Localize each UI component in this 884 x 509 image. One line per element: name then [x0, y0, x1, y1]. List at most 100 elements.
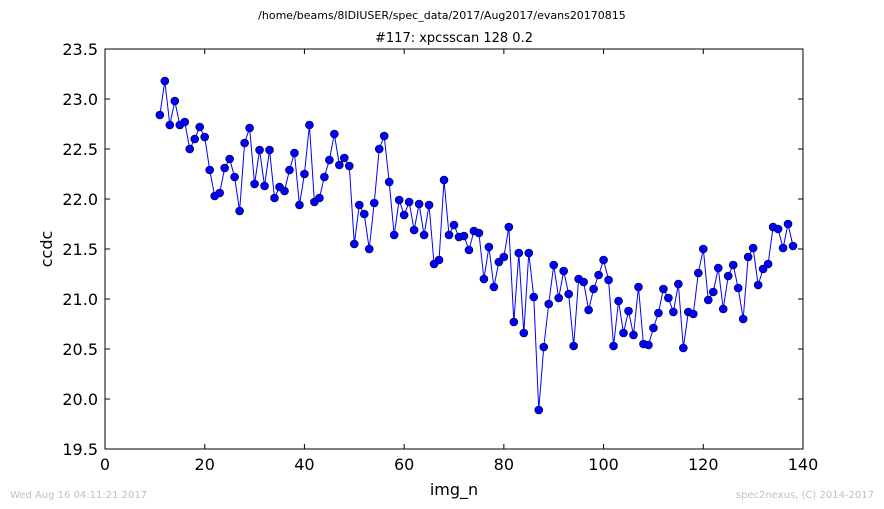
- data-point: [564, 289, 573, 299]
- data-point: [245, 123, 254, 133]
- data-point: [215, 188, 224, 198]
- data-point: [604, 275, 613, 285]
- x-tick-label: 20: [195, 455, 215, 474]
- data-point: [733, 283, 743, 293]
- data-point: [489, 282, 499, 292]
- data-point: [579, 277, 588, 287]
- y-tick-label: 19.5: [62, 440, 98, 459]
- data-point: [190, 134, 200, 144]
- data-point: [753, 280, 763, 290]
- data-point: [394, 195, 404, 205]
- data-point: [404, 197, 414, 207]
- series-line: [159, 80, 794, 411]
- data-point: [464, 245, 474, 255]
- data-point: [649, 323, 658, 333]
- data-point: [305, 120, 314, 130]
- y-tick-label: 23.0: [62, 90, 98, 109]
- data-point: [629, 330, 638, 340]
- data-series: [155, 76, 798, 415]
- data-point: [449, 220, 459, 230]
- data-point: [748, 243, 758, 253]
- data-point: [459, 231, 469, 241]
- x-tick-label: 0: [100, 455, 110, 474]
- data-point: [444, 230, 454, 240]
- chart-title: #117: xpcsscan 128 0.2: [375, 31, 533, 46]
- data-point: [718, 304, 728, 314]
- data-point: [474, 228, 484, 238]
- data-point: [374, 144, 384, 154]
- data-point: [644, 340, 653, 350]
- data-point: [659, 284, 668, 294]
- data-point: [414, 199, 424, 209]
- data-point: [788, 241, 798, 251]
- data-point: [335, 160, 344, 170]
- data-point: [434, 255, 444, 265]
- data-point: [524, 248, 534, 258]
- x-axis-label: img_n: [430, 480, 478, 500]
- data-point: [594, 270, 603, 280]
- data-point: [723, 271, 733, 281]
- data-point: [165, 120, 175, 130]
- data-point: [424, 200, 434, 210]
- x-tick-label: 120: [688, 455, 719, 474]
- x-tick-label: 80: [494, 455, 514, 474]
- data-point: [369, 198, 379, 208]
- data-point: [290, 148, 299, 158]
- data-point: [185, 144, 195, 154]
- data-point: [763, 259, 773, 269]
- y-tick-label: 20.0: [62, 390, 98, 409]
- data-point: [669, 307, 678, 317]
- data-point: [255, 145, 264, 155]
- data-point: [773, 224, 783, 234]
- data-point: [693, 268, 703, 278]
- data-point: [419, 230, 429, 240]
- data-point: [783, 219, 793, 229]
- data-point: [504, 222, 514, 232]
- data-point: [609, 341, 618, 351]
- x-tick-label: 100: [588, 455, 619, 474]
- data-point: [514, 248, 524, 258]
- data-point: [614, 296, 623, 306]
- data-point: [399, 210, 409, 220]
- data-point: [384, 177, 394, 187]
- footer-timestamp: Wed Aug 16 04:11:21 2017: [10, 490, 147, 501]
- data-point: [519, 328, 529, 338]
- data-point: [160, 76, 170, 86]
- data-point: [738, 314, 748, 324]
- y-tick-label: 20.5: [62, 340, 98, 359]
- data-point: [354, 200, 364, 210]
- data-point: [270, 193, 279, 203]
- data-point: [200, 132, 210, 142]
- x-tick-label: 60: [394, 455, 414, 474]
- data-point: [499, 252, 509, 262]
- data-point: [534, 405, 544, 415]
- x-tick-label: 40: [294, 455, 314, 474]
- data-point: [743, 252, 753, 262]
- data-point: [315, 193, 324, 203]
- data-point: [330, 129, 339, 139]
- data-point: [265, 145, 274, 155]
- data-point: [349, 239, 359, 249]
- data-point: [155, 110, 165, 120]
- data-point: [389, 230, 399, 240]
- plot-frame: [104, 48, 804, 450]
- data-point: [569, 341, 578, 351]
- footer-credit: spec2nexus, (C) 2014-2017: [736, 490, 874, 501]
- data-point: [529, 292, 539, 302]
- y-tick-label: 21.5: [62, 240, 98, 259]
- data-point: [509, 317, 519, 327]
- data-point: [599, 255, 608, 265]
- data-point: [195, 122, 205, 132]
- data-point: [549, 260, 559, 270]
- data-point: [344, 161, 354, 171]
- data-point: [619, 328, 628, 338]
- data-point: [300, 169, 309, 179]
- data-point: [260, 181, 269, 191]
- y-axis-label: ccdc: [37, 231, 56, 268]
- data-point: [703, 295, 713, 305]
- data-point: [320, 172, 329, 182]
- data-point: [539, 342, 549, 352]
- data-point: [689, 309, 698, 319]
- data-point: [180, 117, 190, 127]
